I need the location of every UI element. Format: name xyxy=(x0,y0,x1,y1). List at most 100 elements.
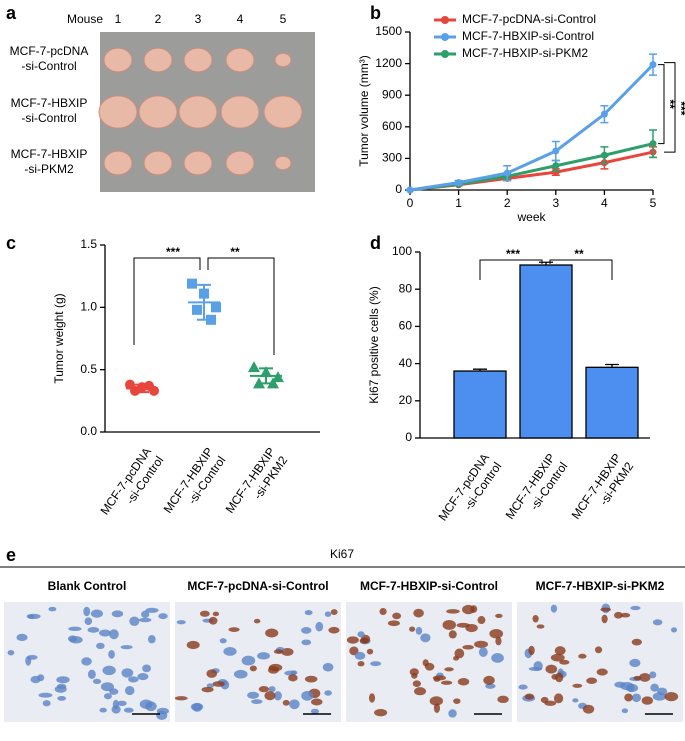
cell-nucleus xyxy=(301,627,312,634)
significance-bracket xyxy=(664,62,676,153)
cell-nucleus xyxy=(273,691,282,701)
significance-label: *** xyxy=(506,247,520,261)
cell-nucleus xyxy=(257,652,271,660)
cell-nucleus xyxy=(141,610,150,619)
tumor xyxy=(225,150,255,176)
cell-nucleus xyxy=(199,610,210,617)
cell-nucleus xyxy=(16,633,28,642)
significance-bracket xyxy=(207,257,275,355)
point xyxy=(187,278,197,289)
cell-nucleus xyxy=(56,676,70,684)
cell-nucleus xyxy=(138,617,152,623)
cell-nucleus xyxy=(670,627,678,633)
cell-nucleus xyxy=(346,636,359,644)
cell-nucleus xyxy=(68,635,77,642)
y-tick-label: 1.5 xyxy=(80,237,97,251)
cell-nucleus xyxy=(414,687,427,696)
bar xyxy=(585,366,639,439)
cell-nucleus xyxy=(639,672,651,682)
cell-nucleus xyxy=(87,627,100,633)
x-tick-label: 1 xyxy=(455,196,462,210)
cell-nucleus xyxy=(453,655,460,661)
error-bar xyxy=(197,283,211,321)
cell-nucleus xyxy=(485,683,496,689)
cell-nucleus xyxy=(555,672,564,683)
significance-bracket xyxy=(549,259,613,280)
image-label: Blank Control xyxy=(48,579,127,593)
cell-nucleus xyxy=(630,605,641,611)
cell-nucleus xyxy=(422,659,429,667)
significance-label: ** xyxy=(230,245,240,259)
cell-nucleus xyxy=(554,646,566,656)
cell-nucleus xyxy=(448,709,457,718)
bar xyxy=(453,370,507,439)
cell-nucleus xyxy=(545,664,558,674)
cell-nucleus xyxy=(550,604,558,613)
cell-nucleus xyxy=(532,615,539,623)
cell-nucleus xyxy=(128,676,139,683)
cell-nucleus xyxy=(600,607,611,612)
cell-nucleus xyxy=(536,624,545,629)
panel-label: a xyxy=(6,3,17,23)
cell-nucleus xyxy=(442,619,456,630)
image-label: MCF-7-HBXIP-si-Control xyxy=(360,579,498,593)
cell-nucleus xyxy=(241,655,256,666)
point xyxy=(130,385,140,396)
tumor xyxy=(263,95,303,129)
tumor xyxy=(98,95,138,129)
row-label: MCF-7-HBXIP -si-PKM2 xyxy=(10,147,88,176)
cell-nucleus xyxy=(57,695,66,701)
cell-nucleus xyxy=(495,636,502,646)
cell-nucleus xyxy=(83,606,91,617)
point xyxy=(649,140,657,148)
cell-nucleus xyxy=(81,657,92,666)
cell-nucleus xyxy=(273,649,284,654)
cell-nucleus xyxy=(112,699,120,710)
cell-nucleus xyxy=(192,702,203,712)
cell-nucleus xyxy=(282,699,290,706)
tumor xyxy=(274,52,292,68)
cell-nucleus xyxy=(357,631,365,638)
cell-nucleus xyxy=(497,695,509,704)
point xyxy=(503,169,511,177)
cell-nucleus xyxy=(7,649,15,656)
cell-nucleus xyxy=(474,640,489,648)
cell-nucleus xyxy=(370,661,382,667)
mouse-number: 1 xyxy=(115,12,122,26)
cell-nucleus xyxy=(56,683,67,689)
image-label: MCF-7-HBXIP-si-PKM2 xyxy=(536,579,665,593)
cell-nucleus xyxy=(641,696,654,705)
y-tick-label: 40 xyxy=(399,356,413,370)
cell-nucleus xyxy=(620,612,631,618)
x-tick-label: 2 xyxy=(504,196,511,210)
tumor xyxy=(143,47,173,73)
mouse-number: 5 xyxy=(280,12,287,26)
cell-nucleus xyxy=(228,627,240,632)
column-header: Mouse xyxy=(67,12,103,26)
point xyxy=(144,380,154,391)
mouse-number: 2 xyxy=(155,12,162,26)
x-tick-label: 5 xyxy=(650,196,657,210)
row-label-box: MCF-7-HBXIP -si-PKM2 xyxy=(10,147,88,176)
cell-nucleus xyxy=(433,703,440,714)
cell-nucleus xyxy=(109,629,119,640)
cell-nucleus xyxy=(625,683,639,693)
cell-nucleus xyxy=(289,699,300,710)
cell-nucleus xyxy=(524,693,535,700)
cell-nucleus xyxy=(495,613,503,618)
cell-nucleus xyxy=(42,700,51,707)
cell-nucleus xyxy=(409,626,416,632)
cell-nucleus xyxy=(324,690,332,696)
cell-nucleus xyxy=(533,661,543,671)
cell-nucleus xyxy=(444,667,454,672)
cell-nucleus xyxy=(409,668,419,676)
y-tick-label: 100 xyxy=(392,244,412,258)
cell-nucleus xyxy=(432,675,447,681)
cell-nucleus xyxy=(633,675,642,681)
point xyxy=(406,186,414,194)
cell-nucleus xyxy=(456,622,470,628)
cell-nucleus xyxy=(582,704,595,714)
cell-nucleus xyxy=(379,607,387,616)
cell-nucleus xyxy=(462,644,474,650)
cell-nucleus xyxy=(219,638,227,644)
